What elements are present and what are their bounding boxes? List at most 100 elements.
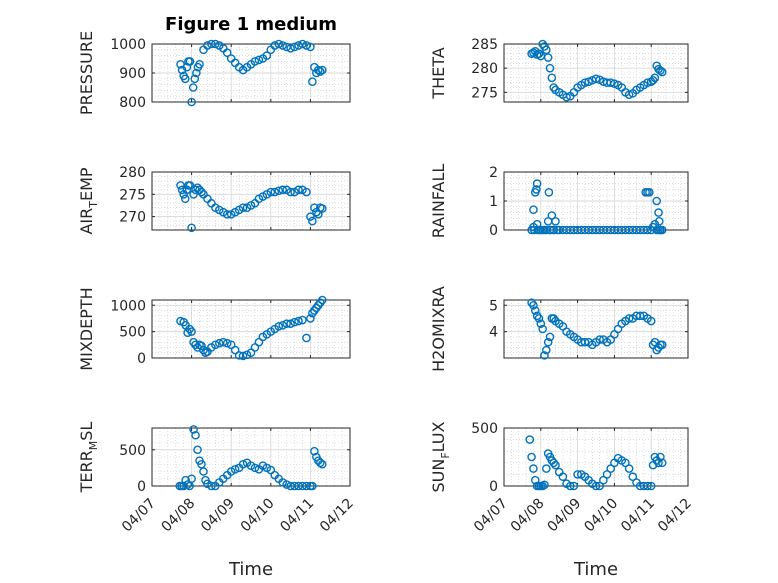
scatter-point xyxy=(188,83,198,92)
y-tick-label: 275 xyxy=(471,85,498,101)
subplot-1: 800 900 1000 PRESSURE xyxy=(77,31,351,115)
y-tick-label: 275 xyxy=(119,187,146,203)
scatter-point xyxy=(215,338,224,348)
scatter-point xyxy=(254,55,264,65)
scatter-point xyxy=(645,187,654,197)
scatter-point xyxy=(180,194,190,204)
scatter-point xyxy=(218,337,228,347)
scatter-point xyxy=(238,351,248,361)
scatter-point xyxy=(193,445,202,455)
scatter-point xyxy=(315,458,325,468)
scatter-point xyxy=(534,49,544,58)
y-axis-label-main: SUN xyxy=(429,459,448,493)
y-tick-label: 280 xyxy=(119,165,146,181)
y-axis-label: TERRMSL xyxy=(77,422,100,494)
scatter-point xyxy=(298,315,307,325)
y-axis-label: THETA xyxy=(429,47,448,99)
scatter-point xyxy=(190,74,200,84)
scatter-point xyxy=(199,467,208,476)
scatter-point xyxy=(540,351,549,360)
scatter-point xyxy=(549,458,558,468)
scatter-point xyxy=(317,295,327,305)
scatter-point xyxy=(654,458,663,468)
scatter-point xyxy=(197,341,206,351)
y-tick-label: 0 xyxy=(489,223,498,239)
scatter-series xyxy=(176,39,327,107)
scatter-point xyxy=(544,187,554,197)
scatter-point xyxy=(317,65,327,75)
y-axis-label: MIXDEPTH xyxy=(77,287,96,370)
scatter-point xyxy=(538,481,547,491)
scatter-point xyxy=(562,92,571,102)
scatter-point xyxy=(294,481,303,491)
subplot-4: 0 1 2 RAINFALL xyxy=(429,164,689,239)
y-axis-label: AIRTEMP xyxy=(77,167,100,234)
scatter-point xyxy=(536,319,546,329)
scatter-point xyxy=(290,481,299,491)
scatter-point xyxy=(306,212,315,221)
y-tick-label: 1000 xyxy=(110,37,146,53)
scatter-point xyxy=(308,481,317,491)
y-tick-label: 5 xyxy=(489,298,498,314)
scatter-point xyxy=(270,41,280,50)
y-tick-label: 4 xyxy=(489,325,498,341)
scatter-point xyxy=(314,65,323,75)
scatter-series xyxy=(527,179,667,235)
y-axis-label-subscript: T xyxy=(87,201,100,209)
y-tick-label: 500 xyxy=(119,443,146,459)
y-tick-label: 800 xyxy=(119,95,146,111)
scatter-point xyxy=(551,460,560,470)
scatter-point xyxy=(302,333,311,343)
scatter-point xyxy=(207,481,216,491)
scatter-point xyxy=(177,185,187,195)
y-axis-label: RAINFALL xyxy=(429,164,448,239)
axes-box xyxy=(151,299,351,359)
scatter-series xyxy=(527,298,667,360)
y-tick-label: 0 xyxy=(489,479,498,495)
scatter-point xyxy=(211,340,220,350)
scatter-point xyxy=(286,481,295,491)
scatter-point xyxy=(646,316,656,326)
scatter-point xyxy=(222,210,232,219)
scatter-point xyxy=(529,464,538,473)
scatter-point xyxy=(569,481,579,491)
subplot-3: 270 275 280 AIRTEMP xyxy=(77,165,351,235)
scatter-point xyxy=(624,314,634,323)
scatter-point xyxy=(580,337,590,347)
y-axis-label-rest: SL xyxy=(77,422,96,441)
y-tick-label: 1000 xyxy=(110,298,146,314)
scatter-point xyxy=(553,225,562,235)
scatter-point xyxy=(207,39,216,49)
scatter-point xyxy=(278,321,287,330)
scatter-point xyxy=(308,77,317,86)
scatter-point xyxy=(545,332,555,342)
scatter-point xyxy=(525,435,535,444)
scatter-point xyxy=(635,311,645,321)
scatter-series xyxy=(175,425,327,491)
subplot-grid: 800 900 1000 PRESSURE 275 280 285 THETA 270 275 28… xyxy=(77,31,695,580)
subplot-6: 4 5 H2OMIXRA xyxy=(429,286,689,372)
scatter-series xyxy=(176,295,327,361)
y-tick-label: 270 xyxy=(119,210,146,226)
scatter-point xyxy=(317,204,327,213)
y-tick-label: 285 xyxy=(471,37,498,53)
y-tick-label: 900 xyxy=(119,66,146,82)
scatter-point xyxy=(565,481,575,491)
y-axis-label: PRESSURE xyxy=(77,31,96,115)
scatter-point xyxy=(538,324,547,334)
scatter-point xyxy=(191,430,200,440)
x-axis-label: Time xyxy=(573,559,618,580)
scatter-point xyxy=(282,319,291,329)
scatter-point xyxy=(286,319,295,329)
scatter-point xyxy=(302,187,311,197)
scatter-point xyxy=(187,97,196,107)
y-axis-label: H2OMIXRA xyxy=(429,286,448,372)
scatter-point xyxy=(657,340,667,350)
scatter-point xyxy=(527,452,536,462)
scatter-point xyxy=(179,481,188,491)
scatter-point xyxy=(294,185,303,195)
y-tick-label: 280 xyxy=(471,61,498,77)
scatter-point xyxy=(580,78,590,87)
scatter-point xyxy=(654,208,663,217)
scatter-series xyxy=(525,435,667,491)
